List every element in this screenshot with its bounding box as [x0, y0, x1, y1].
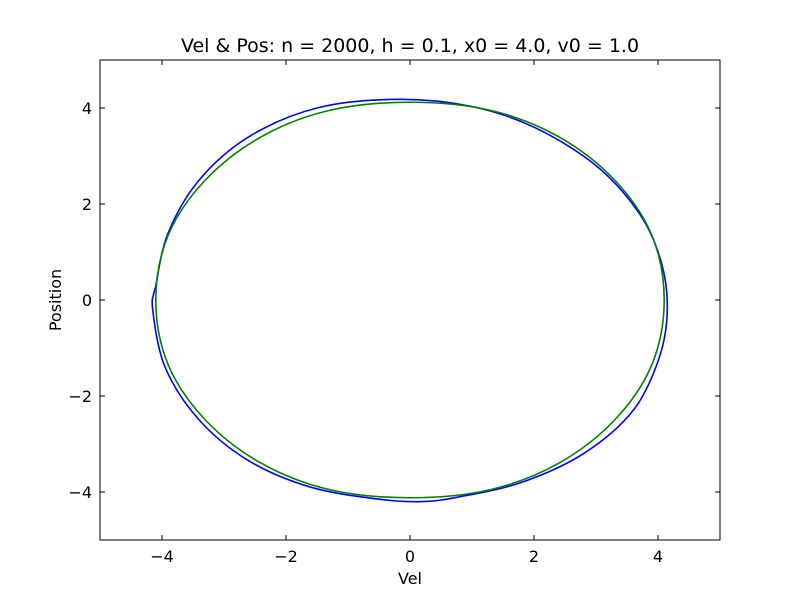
x-tick-label: 4: [653, 547, 663, 566]
plot-area-background: [100, 60, 720, 540]
chart-title: Vel & Pos: n = 2000, h = 0.1, x0 = 4.0, …: [181, 35, 639, 57]
x-tick-label: −4: [150, 547, 174, 566]
x-tick-label: −2: [274, 547, 298, 566]
x-axis-label: Vel: [398, 569, 422, 588]
y-tick-label: 0: [82, 291, 92, 310]
y-tick-label: 2: [82, 195, 92, 214]
x-tick-label: 2: [529, 547, 539, 566]
y-axis-ticks: −4 −2 0 2 4: [68, 99, 720, 502]
series-1-line: [151, 98, 669, 503]
x-tick-label: 0: [405, 547, 415, 566]
x-axis-ticks: −4 −2 0 2 4: [150, 60, 663, 566]
y-axis-label: Position: [46, 269, 65, 331]
y-tick-label: −4: [68, 483, 92, 502]
series-group: [151, 98, 669, 503]
y-tick-label: 4: [82, 99, 92, 118]
series-2-line: [154, 101, 666, 499]
y-tick-label: −2: [68, 387, 92, 406]
